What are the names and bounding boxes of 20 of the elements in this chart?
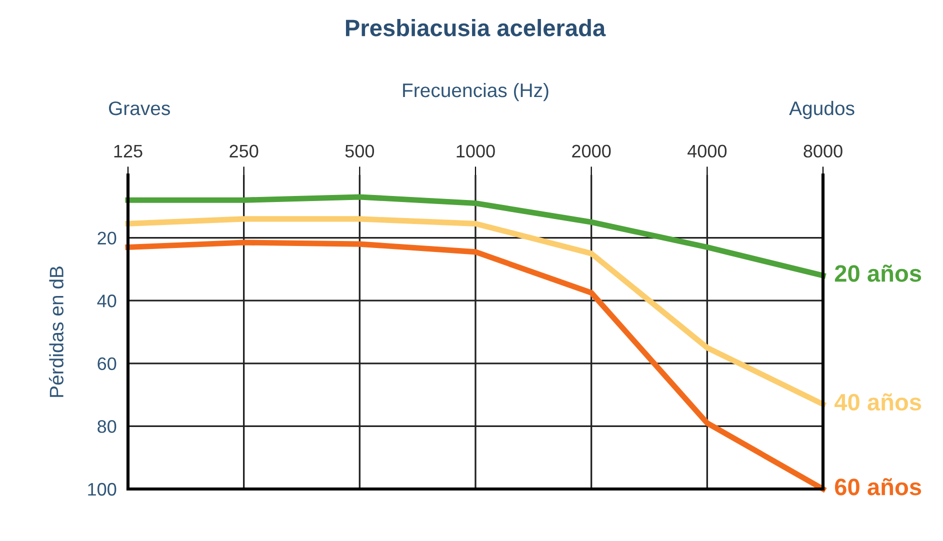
- y-tick-label: 40: [97, 294, 116, 308]
- y-tick-label: 60: [98, 357, 116, 370]
- x-tick-label: 500: [345, 144, 374, 158]
- y-axis-title: Pérdidas en dB: [48, 266, 64, 397]
- series-label: 40 años: [834, 393, 922, 411]
- chart-title: Presbiacusia acelerada: [346, 18, 606, 36]
- y-tick-label: 20: [98, 232, 116, 245]
- text: Agudos: [789, 100, 854, 120]
- series-label: 20 años: [834, 264, 922, 282]
- x-tick-label: 4000: [688, 144, 727, 158]
- y-tick-label: 100: [88, 482, 116, 496]
- x-tick-label: 250: [230, 144, 258, 158]
- x-tick-label: 2000: [572, 144, 611, 158]
- x-tick-label: 125: [114, 144, 142, 158]
- x-tick-label: 1000: [456, 144, 495, 158]
- x-axis-title: Frecuencias (Hz): [403, 82, 548, 102]
- text: Graves: [108, 101, 170, 116]
- y-tick-label: 80: [98, 420, 116, 433]
- x-tick-label: 8000: [804, 144, 842, 158]
- series-label: 60 años: [834, 478, 922, 496]
